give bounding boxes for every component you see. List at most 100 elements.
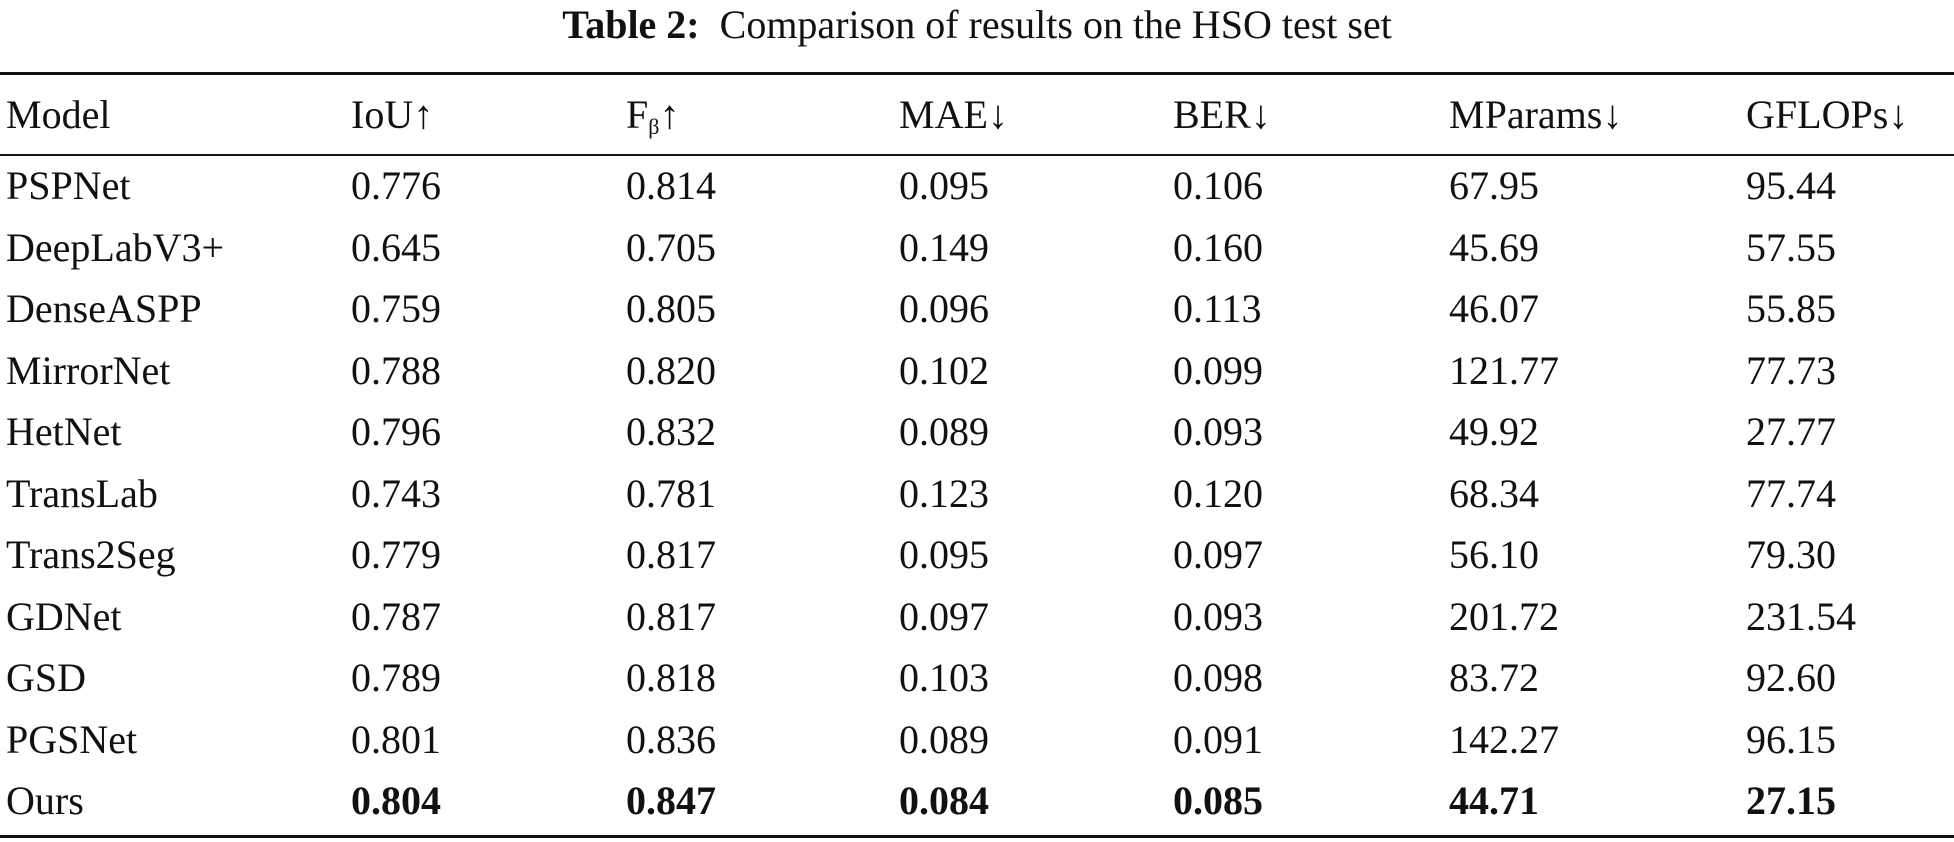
cell-mparams: 201.72 <box>1449 593 1559 639</box>
table-row: PGSNet 0.801 0.836 0.089 0.091 142.27 96… <box>0 709 1954 771</box>
cell-iou: 0.788 <box>351 347 441 393</box>
cell-model: MirrorNet <box>6 347 171 393</box>
cell-fbeta: 0.817 <box>626 532 716 577</box>
table-row: PSPNet 0.776 0.814 0.095 0.106 67.95 95.… <box>0 155 1954 217</box>
cell-iou: 0.759 <box>351 286 441 331</box>
cell-ber: 0.113 <box>1173 286 1262 331</box>
cell-ber: 0.093 <box>1173 593 1263 639</box>
table-caption: Table 2: Comparison of results on the HS… <box>0 0 1954 60</box>
cell-iou: 0.776 <box>351 163 441 208</box>
table-header: Model IoU↑ Fβ↑ MAE↓ BER↓ MParams↓ GFLOPs… <box>0 75 1954 155</box>
cell-fbeta: 0.814 <box>626 163 716 208</box>
cell-mparams: 83.72 <box>1449 655 1539 700</box>
cell-fbeta: 0.820 <box>626 347 716 393</box>
cell-gflops: 95.44 <box>1746 163 1836 208</box>
header-fbeta-arrow: ↑ <box>659 92 680 137</box>
cell-mparams: 67.95 <box>1449 163 1539 208</box>
cell-model: DeepLabV3+ <box>6 224 225 270</box>
cell-fbeta: 0.818 <box>626 655 716 700</box>
cell-gflops: 77.73 <box>1746 347 1836 393</box>
cell-ber: 0.098 <box>1173 655 1263 700</box>
cell-gflops: 96.15 <box>1746 716 1836 762</box>
cell-model: DenseASPP <box>6 286 202 331</box>
header-row: Model IoU↑ Fβ↑ MAE↓ BER↓ MParams↓ GFLOPs… <box>0 75 1954 155</box>
header-fbeta-base: F <box>626 92 649 137</box>
cell-mae: 0.084 <box>899 778 989 823</box>
table-caption-label: Table 2: <box>562 2 700 47</box>
cell-ber: 0.085 <box>1173 778 1263 823</box>
table-row-ours: Ours 0.804 0.847 0.084 0.085 44.71 27.15 <box>0 770 1954 832</box>
header-mparams: MParams↓ <box>1449 92 1623 137</box>
cell-ber: 0.099 <box>1173 347 1263 393</box>
cell-fbeta: 0.817 <box>626 593 716 639</box>
cell-gflops: 77.74 <box>1746 470 1836 516</box>
cell-model: PGSNet <box>6 716 138 762</box>
cell-iou: 0.743 <box>351 470 441 516</box>
cell-model: GDNet <box>6 593 122 639</box>
cell-fbeta: 0.705 <box>626 224 716 270</box>
header-gflops: GFLOPs↓ <box>1746 92 1909 137</box>
cell-iou: 0.779 <box>351 532 441 577</box>
cell-mae: 0.149 <box>899 224 989 270</box>
cell-mparams: 45.69 <box>1449 224 1539 270</box>
cell-mparams: 68.34 <box>1449 470 1539 516</box>
header-mae: MAE↓ <box>899 92 1008 137</box>
cell-gflops: 57.55 <box>1746 224 1836 270</box>
cell-mparams: 142.27 <box>1449 716 1559 762</box>
results-table: Model IoU↑ Fβ↑ MAE↓ BER↓ MParams↓ GFLOPs… <box>0 75 1954 832</box>
header-fbeta: Fβ↑ <box>620 75 893 155</box>
cell-mae: 0.095 <box>899 163 989 208</box>
cell-mae: 0.096 <box>899 286 989 331</box>
header-ber: BER↓ <box>1173 92 1271 137</box>
cell-mae: 0.102 <box>899 347 989 393</box>
table-body: PSPNet 0.776 0.814 0.095 0.106 67.95 95.… <box>0 155 1954 832</box>
cell-fbeta: 0.805 <box>626 286 716 331</box>
header-iou: IoU↑ <box>351 92 434 137</box>
cell-model: TransLab <box>6 470 158 516</box>
cell-mae: 0.095 <box>899 532 989 577</box>
cell-fbeta: 0.847 <box>626 778 716 823</box>
cell-mae: 0.123 <box>899 470 989 516</box>
cell-iou: 0.801 <box>351 716 441 762</box>
cell-gflops: 55.85 <box>1746 286 1836 331</box>
cell-gflops: 231.54 <box>1746 593 1856 639</box>
cell-iou: 0.645 <box>351 224 441 270</box>
cell-fbeta: 0.836 <box>626 716 716 762</box>
cell-ber: 0.091 <box>1173 716 1263 762</box>
cell-iou: 0.804 <box>351 778 441 823</box>
cell-fbeta: 0.832 <box>626 409 716 454</box>
cell-mae: 0.089 <box>899 409 989 454</box>
table-row: DeepLabV3+ 0.645 0.705 0.149 0.160 45.69… <box>0 217 1954 279</box>
cell-fbeta: 0.781 <box>626 470 716 516</box>
table-row: Trans2Seg 0.779 0.817 0.095 0.097 56.10 … <box>0 524 1954 586</box>
cell-gflops: 92.60 <box>1746 655 1836 700</box>
cell-gflops: 27.77 <box>1746 409 1836 454</box>
table-row: HetNet 0.796 0.832 0.089 0.093 49.92 27.… <box>0 401 1954 463</box>
cell-model: GSD <box>6 655 87 700</box>
cell-mparams: 56.10 <box>1449 532 1539 577</box>
cell-ber: 0.097 <box>1173 532 1263 577</box>
table-row: MirrorNet 0.788 0.820 0.102 0.099 121.77… <box>0 340 1954 402</box>
table-row: GSD 0.789 0.818 0.103 0.098 83.72 92.60 <box>0 647 1954 709</box>
table-row: DenseASPP 0.759 0.805 0.096 0.113 46.07 … <box>0 278 1954 340</box>
header-rule <box>0 154 1954 156</box>
cell-ber: 0.160 <box>1173 224 1263 270</box>
cell-ber: 0.120 <box>1173 470 1263 516</box>
cell-model: Trans2Seg <box>6 532 176 577</box>
cell-gflops: 27.15 <box>1746 778 1836 823</box>
cell-iou: 0.796 <box>351 409 441 454</box>
cell-ber: 0.093 <box>1173 409 1263 454</box>
table-row: GDNet 0.787 0.817 0.097 0.093 201.72 231… <box>0 586 1954 648</box>
header-model: Model <box>6 92 111 137</box>
cell-mae: 0.097 <box>899 593 989 639</box>
cell-mparams: 121.77 <box>1449 347 1559 393</box>
table-caption-text: Comparison of results on the HSO test se… <box>719 2 1392 47</box>
cell-gflops: 79.30 <box>1746 532 1836 577</box>
cell-mparams: 44.71 <box>1449 778 1539 823</box>
table-row: TransLab 0.743 0.781 0.123 0.120 68.34 7… <box>0 463 1954 525</box>
cell-mparams: 46.07 <box>1449 286 1539 331</box>
cell-ber: 0.106 <box>1173 163 1263 208</box>
header-fbeta-subscript: β <box>648 114 660 139</box>
cell-model: Ours <box>6 778 84 823</box>
cell-mae: 0.103 <box>899 655 989 700</box>
